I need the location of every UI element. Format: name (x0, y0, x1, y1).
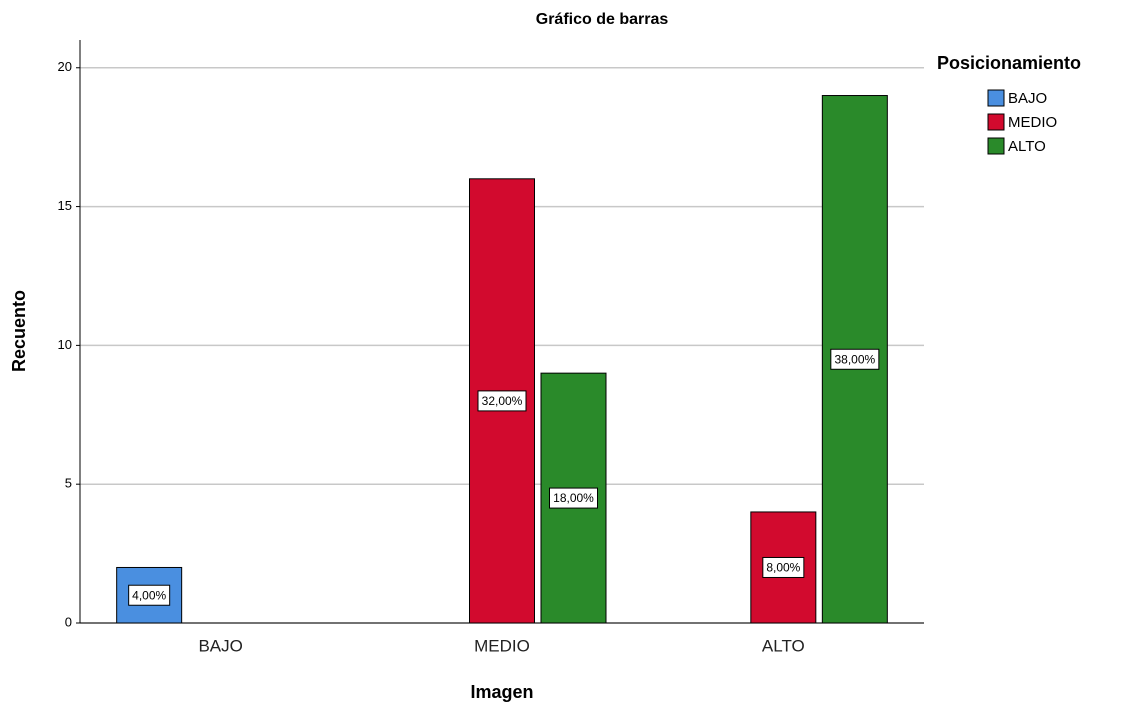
legend-swatch (987, 113, 1005, 131)
y-tick-label: 5 (65, 476, 72, 491)
data-label-box (549, 487, 598, 509)
y-tick-label: 0 (65, 614, 72, 629)
data-label: 38,00% (834, 352, 875, 366)
y-axis-title: Recuento (9, 290, 29, 372)
legend-label: BAJO (1008, 90, 1047, 107)
legend-swatch (987, 89, 1005, 107)
y-tick-label: 10 (58, 337, 72, 352)
legend-label: MEDIO (1008, 114, 1057, 131)
data-label-box (762, 556, 805, 578)
y-tick-label: 20 (58, 59, 72, 74)
data-label-box (477, 390, 527, 412)
x-tick-label: BAJO (198, 636, 242, 655)
x-tick-label: MEDIO (474, 636, 530, 655)
legend-swatch (987, 137, 1005, 155)
data-label: 4,00% (132, 588, 166, 602)
x-tick-label: ALTO (762, 636, 805, 655)
legend-title: Posicionamiento (937, 53, 1081, 73)
data-label: 8,00% (766, 561, 800, 575)
data-label: 18,00% (553, 491, 594, 505)
data-label: 32,00% (482, 394, 523, 408)
chart-title: Gráfico de barras (536, 11, 669, 28)
y-tick-label: 15 (58, 198, 72, 213)
x-axis-title: Imagen (470, 682, 533, 702)
legend-label: ALTO (1008, 138, 1046, 155)
data-label-box (128, 584, 171, 606)
data-label-box (830, 348, 880, 370)
